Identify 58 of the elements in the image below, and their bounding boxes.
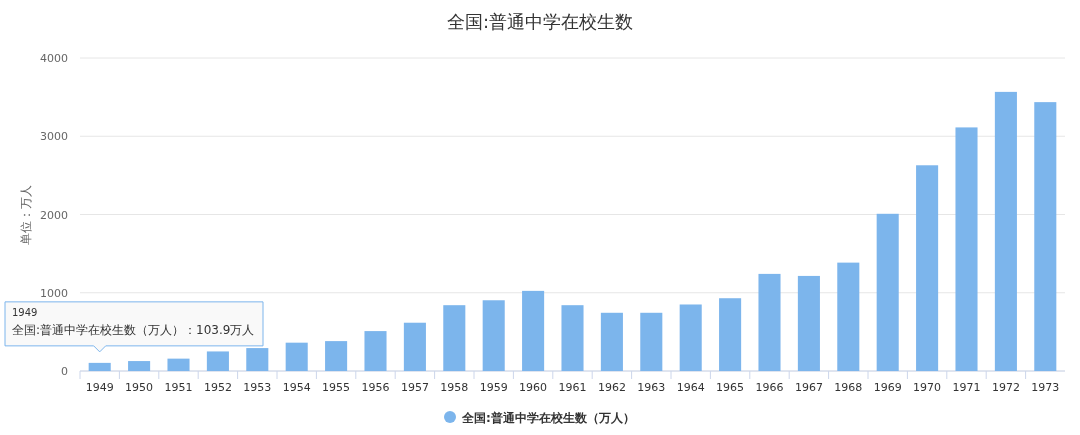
bar (443, 305, 466, 371)
x-tick-label: 1962 (597, 381, 626, 394)
bar (167, 358, 190, 371)
x-tick-label: 1963 (637, 381, 666, 394)
bar (206, 351, 229, 371)
bar (797, 275, 820, 371)
bar (88, 362, 111, 371)
x-tick-label: 1973 (1031, 381, 1060, 394)
x-tick-label: 1968 (834, 381, 863, 394)
x-tick-label: 1959 (479, 381, 508, 394)
x-tick-label: 1957 (400, 381, 429, 394)
bar (522, 290, 545, 371)
bar (128, 361, 151, 371)
x-tick-label: 1971 (952, 381, 981, 394)
y-tick-label: 4000 (40, 52, 68, 65)
bar (600, 312, 623, 371)
x-tick-label: 1949 (85, 381, 114, 394)
bar (364, 331, 387, 371)
bar (719, 298, 742, 371)
chart-title: 全国:普通中学在校生数 (446, 11, 634, 32)
x-tick-label: 1969 (873, 381, 902, 394)
x-tick-label: 1956 (361, 381, 390, 394)
annotation: 1949 全国:普通中学在校生数（万人）：103.9万人 (12, 306, 255, 337)
x-tick-label: 1967 (794, 381, 823, 394)
bar (640, 312, 663, 371)
bar (285, 342, 308, 371)
x-tick-label: 1966 (755, 381, 784, 394)
bar (837, 262, 860, 371)
x-tick-label: 1972 (991, 381, 1020, 394)
y-tick-label: 3000 (40, 130, 68, 144)
bar (994, 91, 1017, 371)
bar (679, 304, 702, 371)
x-tick-label: 1965 (716, 381, 745, 394)
x-tick-label: 1954 (282, 381, 311, 394)
bar (403, 322, 426, 371)
y-tick-label: 0 (61, 365, 68, 378)
y-tick-label: 1000 (40, 286, 68, 300)
x-tick-label: 1960 (519, 381, 548, 394)
bar (561, 305, 584, 371)
x-tick-label: 1950 (125, 381, 154, 394)
bar (955, 127, 978, 371)
x-tick-label: 1951 (164, 381, 193, 394)
bar (916, 165, 939, 371)
x-tick-label: 1961 (558, 381, 587, 394)
x-tick-label: 1953 (243, 381, 272, 394)
y-tick-label: 2000 (40, 208, 68, 222)
bar (876, 213, 899, 371)
bar (758, 273, 781, 371)
y-axis-title: 单位：万人 (19, 184, 33, 245)
x-tick-label: 1952 (203, 381, 232, 394)
bar (482, 300, 505, 371)
x-tick-label: 1958 (440, 381, 469, 394)
x-tick-label: 1970 (913, 381, 942, 394)
bar (1034, 102, 1057, 371)
x-tick-label: 1964 (676, 381, 705, 394)
legend-label: 全国:普通中学在校生数（万人） (461, 411, 635, 425)
x-tick-label: 1955 (322, 381, 351, 394)
bar (325, 341, 348, 371)
